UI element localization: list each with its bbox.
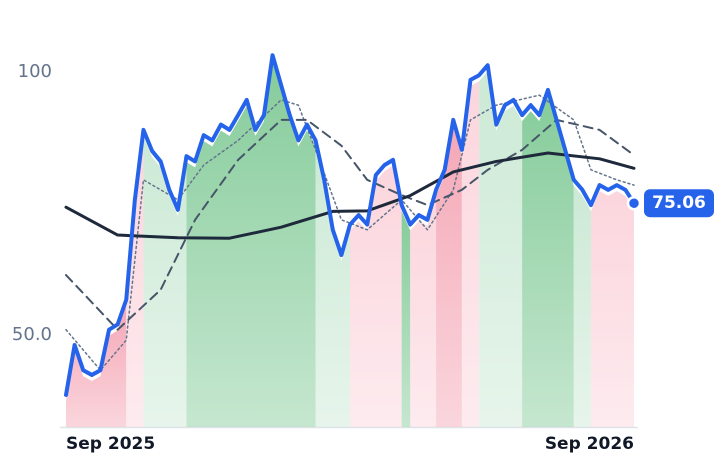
zone-area [410,195,437,427]
price-line [64,53,636,397]
zone-area [573,185,591,427]
zone-area [126,135,144,427]
zone-area [479,71,523,427]
zone-area [315,146,350,428]
y-tick-label: 50.0 [12,324,52,345]
x-tick-label: Sep 2025 [66,434,155,454]
last-value-label: 75.06 [652,193,706,213]
zone-area [522,95,574,427]
zone-area [66,305,127,427]
last-value-badge [644,189,714,218]
x-tick-label: Sep 2026 [545,434,634,454]
zone-area [436,125,462,428]
y-tick-label: 100 [18,61,52,82]
zone-area [590,191,634,427]
zone-area [350,165,402,428]
zone-area [401,211,411,427]
moving-average-line [64,151,636,240]
moving-average-line [65,118,635,331]
last-point [626,195,642,211]
zone-area [186,61,316,428]
